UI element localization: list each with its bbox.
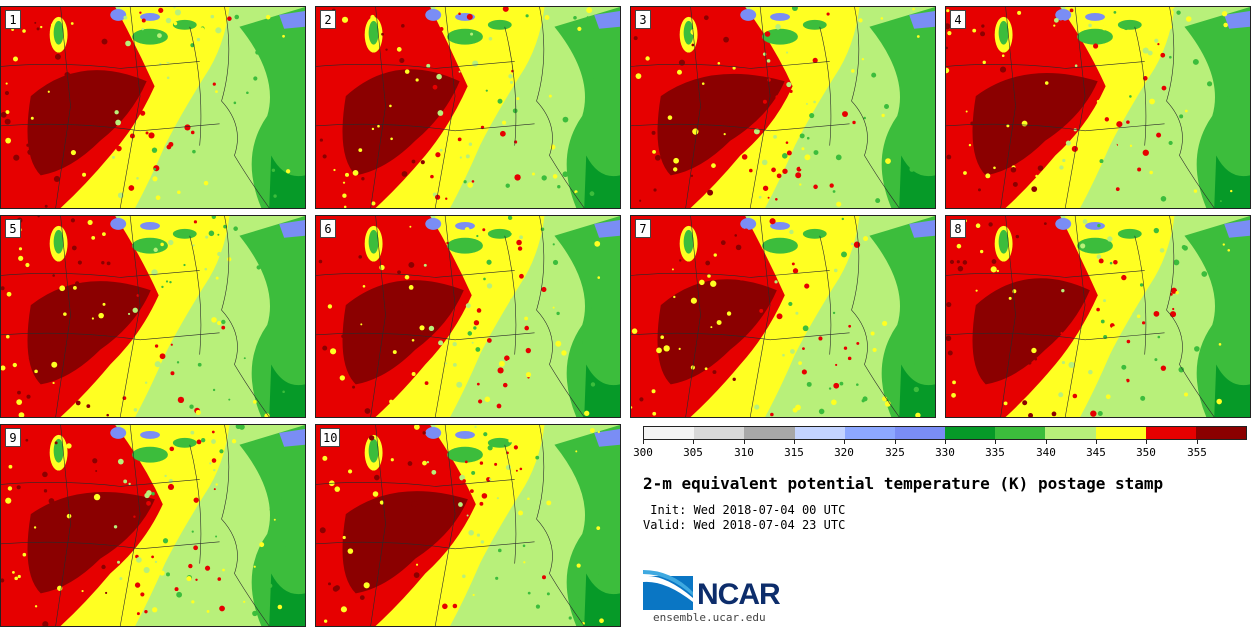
colorbar-ticks: 300 305 310 315 320 325 330 335 340 345 350 355 bbox=[633, 440, 1247, 460]
panel-number: 1 bbox=[5, 10, 21, 29]
colorbar-tick bbox=[995, 440, 996, 444]
thetae-map bbox=[316, 216, 620, 417]
colorbar-swatch bbox=[945, 427, 996, 439]
thetae-map bbox=[946, 216, 1250, 417]
colorbar-tick-label: 305 bbox=[683, 446, 703, 459]
colorbar-swatch bbox=[1045, 427, 1096, 439]
colorbar-tick-label: 300 bbox=[633, 446, 653, 459]
init-time: Init: Wed 2018-07-04 00 UTC bbox=[643, 503, 846, 517]
thetae-map bbox=[1, 7, 305, 208]
valid-time: Valid: Wed 2018-07-04 23 UTC bbox=[643, 518, 846, 532]
colorbar-swatch bbox=[1145, 427, 1196, 439]
colorbar-tick bbox=[1197, 440, 1198, 444]
panel-number: 9 bbox=[5, 428, 21, 447]
panel-number: 7 bbox=[635, 219, 651, 238]
colorbar-tick bbox=[643, 440, 644, 444]
colorbar-tick bbox=[744, 440, 745, 444]
colorbar-swatch bbox=[844, 427, 895, 439]
colorbar-tick bbox=[895, 440, 896, 444]
map-panel-4: 4 bbox=[945, 6, 1251, 209]
logo-text: NCAR bbox=[697, 578, 781, 611]
colorbar-tick-label: 310 bbox=[734, 446, 754, 459]
colorbar-tick bbox=[1146, 440, 1147, 444]
colorbar-tick bbox=[1096, 440, 1097, 444]
panel-number: 5 bbox=[5, 219, 21, 238]
ncar-logo-icon bbox=[643, 570, 693, 610]
panel-number: 4 bbox=[950, 10, 966, 29]
colorbar-swatch bbox=[744, 427, 795, 439]
thetae-map bbox=[631, 7, 935, 208]
colorbar-swatch bbox=[995, 427, 1046, 439]
colorbar-tick bbox=[945, 440, 946, 444]
colorbar-tick bbox=[794, 440, 795, 444]
map-panel-3: 3 bbox=[630, 6, 936, 209]
plot-title: 2-m equivalent potential temperature (K)… bbox=[643, 474, 1164, 493]
colorbar-swatch bbox=[894, 427, 946, 439]
map-panel-8: 8 bbox=[945, 215, 1251, 418]
colorbar-tick bbox=[693, 440, 694, 444]
map-panel-1: 1 bbox=[0, 6, 306, 209]
colorbar-tick bbox=[844, 440, 845, 444]
colorbar-tick-label: 350 bbox=[1136, 446, 1156, 459]
colorbar-tick-label: 335 bbox=[985, 446, 1005, 459]
ncar-logo: NCAR bbox=[643, 570, 803, 620]
colorbar bbox=[643, 426, 1247, 440]
colorbar-tick-label: 340 bbox=[1036, 446, 1056, 459]
panel-number: 2 bbox=[320, 10, 336, 29]
map-panel-10: 10 bbox=[315, 424, 621, 627]
colorbar-tick-label: 330 bbox=[935, 446, 955, 459]
panel-number: 8 bbox=[950, 219, 966, 238]
thetae-map bbox=[316, 7, 620, 208]
colorbar-tick-label: 315 bbox=[784, 446, 804, 459]
colorbar-tick-label: 355 bbox=[1187, 446, 1207, 459]
colorbar-tick-label: 345 bbox=[1086, 446, 1106, 459]
thetae-map bbox=[1, 216, 305, 417]
thetae-map bbox=[946, 7, 1250, 208]
panel-number: 3 bbox=[635, 10, 651, 29]
map-panel-7: 7 bbox=[630, 215, 936, 418]
colorbar-swatch bbox=[1195, 427, 1247, 439]
panel-number: 6 bbox=[320, 219, 336, 238]
colorbar-tick bbox=[1046, 440, 1047, 444]
thetae-map bbox=[1, 425, 305, 626]
colorbar-tick-label: 320 bbox=[834, 446, 854, 459]
colorbar-swatch bbox=[644, 427, 695, 439]
map-panel-6: 6 bbox=[315, 215, 621, 418]
map-panel-5: 5 bbox=[0, 215, 306, 418]
colorbar-tick-label: 325 bbox=[885, 446, 905, 459]
colorbar-swatch bbox=[794, 427, 845, 439]
map-panel-9: 9 bbox=[0, 424, 306, 627]
colorbar-swatch bbox=[1095, 427, 1146, 439]
thetae-map bbox=[316, 425, 620, 626]
map-panel-2: 2 bbox=[315, 6, 621, 209]
colorbar-swatch bbox=[694, 427, 745, 439]
thetae-map bbox=[631, 216, 935, 417]
website-link[interactable]: ensemble.ucar.edu bbox=[653, 611, 766, 624]
panel-number: 10 bbox=[320, 428, 341, 447]
